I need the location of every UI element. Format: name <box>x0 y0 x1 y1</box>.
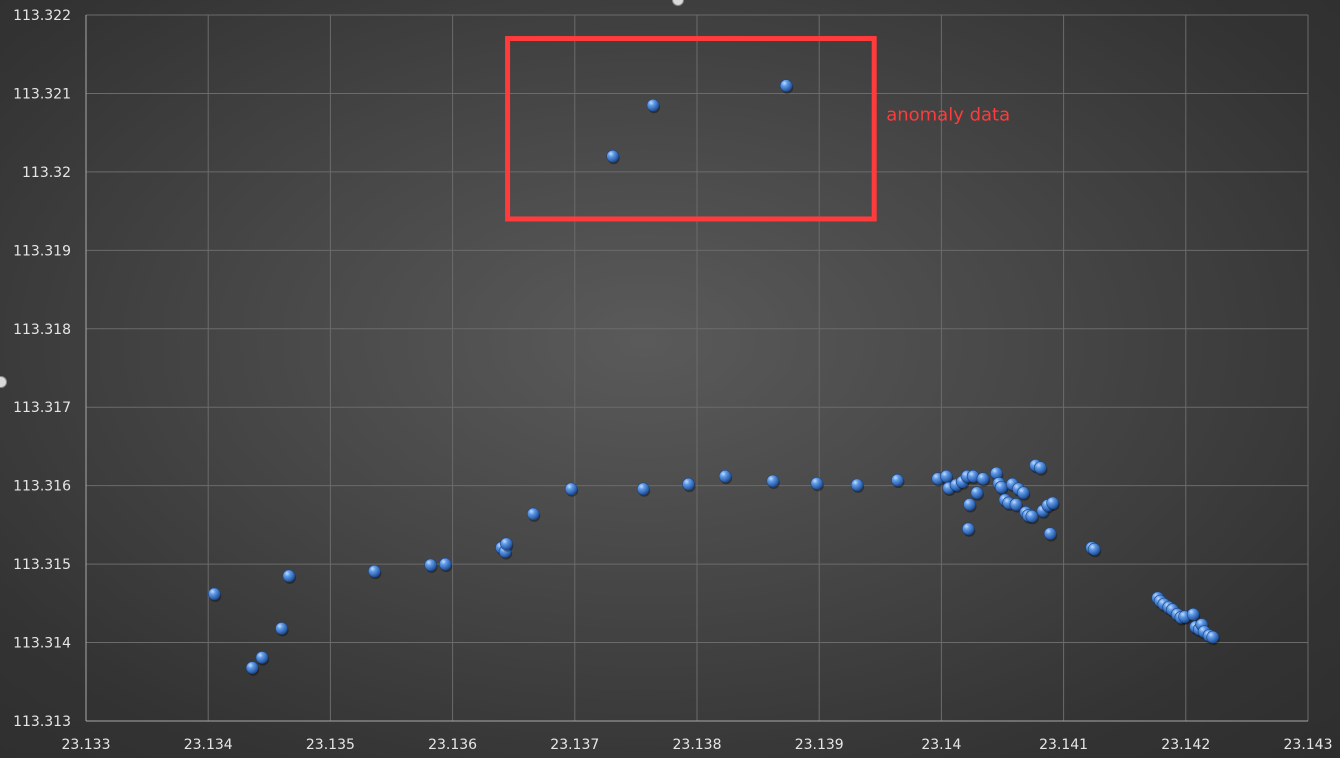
data-point[interactable] <box>1009 498 1023 511</box>
y-tick-label: 113.317 <box>13 400 71 416</box>
data-point[interactable] <box>963 498 976 511</box>
anomaly-highlight-box <box>505 36 877 222</box>
tick-labels: 23.133 23.134 23.135 23.136 23.137 23.138 23.1… <box>13 8 1332 753</box>
grid <box>85 14 1309 722</box>
x-tick-label: 23.135 <box>306 737 355 753</box>
data-point[interactable] <box>1016 486 1030 500</box>
y-tick-label: 113.319 <box>13 243 71 259</box>
data-point[interactable] <box>564 482 578 496</box>
data-point[interactable] <box>636 482 650 496</box>
data-point[interactable] <box>1186 608 1200 621</box>
x-tick-label: 23.139 <box>795 737 844 753</box>
x-tick-label: 23.138 <box>673 737 722 753</box>
x-tick-label: 23.134 <box>184 737 233 753</box>
data-point[interactable] <box>526 507 540 521</box>
data-point[interactable] <box>424 558 437 572</box>
data-point[interactable] <box>500 537 513 551</box>
y-tick-label: 113.32 <box>22 165 71 181</box>
x-tick-label: 23.141 <box>1039 737 1088 753</box>
data-point[interactable] <box>961 522 975 536</box>
data-point[interactable] <box>282 569 296 583</box>
data-point[interactable] <box>850 478 864 492</box>
axes <box>85 15 1308 722</box>
data-point[interactable] <box>255 651 269 664</box>
data-point[interactable] <box>718 469 732 483</box>
data-point[interactable] <box>245 661 259 674</box>
y-tick-label: 113.314 <box>13 636 71 652</box>
y-tick-label: 113.315 <box>13 557 71 573</box>
y-tick-label: 113.318 <box>13 322 71 338</box>
y-tick-label: 113.322 <box>13 8 71 24</box>
y-tick-label: 113.321 <box>13 86 71 102</box>
data-point[interactable] <box>606 149 619 163</box>
y-tick-label: 113.316 <box>13 479 71 495</box>
x-tick-label: 23.142 <box>1161 737 1210 753</box>
anomaly-label: anomaly data <box>886 105 1010 126</box>
data-point[interactable] <box>1206 630 1219 644</box>
data-point[interactable] <box>368 564 381 578</box>
data-point[interactable] <box>682 477 695 491</box>
data-point[interactable] <box>891 473 904 487</box>
x-tick-label: 23.14 <box>921 737 961 753</box>
data-points <box>208 79 1220 676</box>
data-point[interactable] <box>810 477 824 490</box>
data-point[interactable] <box>646 98 660 112</box>
data-point[interactable] <box>766 474 780 488</box>
x-tick-label: 23.137 <box>550 737 599 753</box>
x-tick-label: 23.136 <box>428 737 477 753</box>
data-point[interactable] <box>208 587 221 601</box>
x-tick-label: 23.133 <box>62 737 111 753</box>
data-point[interactable] <box>779 79 793 92</box>
anomaly-annotation: anomaly data <box>505 36 1010 222</box>
data-point[interactable] <box>1043 527 1057 540</box>
data-point[interactable] <box>1087 542 1101 556</box>
x-tick-label: 23.143 <box>1284 737 1333 753</box>
data-point[interactable] <box>1046 496 1059 510</box>
data-point[interactable] <box>976 472 990 485</box>
data-point[interactable] <box>438 557 452 571</box>
data-point[interactable] <box>1025 509 1039 523</box>
data-point[interactable] <box>994 480 1008 494</box>
data-point[interactable] <box>939 469 953 483</box>
y-tick-label: 113.313 <box>13 714 71 730</box>
data-point[interactable] <box>275 622 288 635</box>
data-point[interactable] <box>970 486 984 500</box>
data-point[interactable] <box>1034 461 1047 474</box>
